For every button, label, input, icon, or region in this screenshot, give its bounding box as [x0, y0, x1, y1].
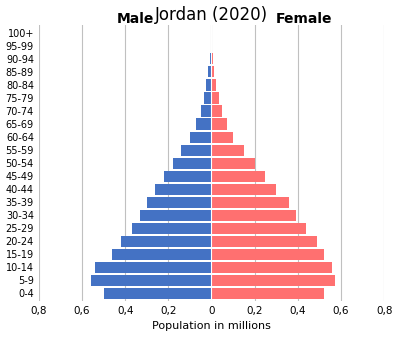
Bar — [211, 196, 289, 208]
Bar — [95, 262, 211, 273]
Bar — [211, 236, 317, 247]
Bar — [196, 119, 211, 129]
Bar — [147, 196, 211, 208]
Title: Jordan (2020): Jordan (2020) — [155, 5, 268, 24]
Bar — [211, 249, 324, 260]
Bar — [211, 131, 233, 143]
Bar — [211, 119, 226, 129]
Bar — [211, 66, 214, 78]
Bar — [204, 92, 211, 103]
Bar — [211, 40, 213, 52]
Bar — [201, 105, 211, 117]
Bar — [211, 288, 324, 299]
Bar — [211, 105, 222, 117]
Text: Female: Female — [276, 12, 333, 26]
X-axis label: Population in millions: Population in millions — [152, 321, 271, 332]
Bar — [140, 210, 211, 221]
Bar — [211, 184, 276, 195]
Bar — [112, 249, 211, 260]
Bar — [91, 275, 211, 286]
Bar — [211, 27, 212, 38]
Bar — [210, 54, 211, 64]
Bar — [190, 131, 211, 143]
Bar — [155, 184, 211, 195]
Bar — [181, 145, 211, 156]
Bar — [211, 157, 255, 168]
Bar — [211, 262, 332, 273]
Bar — [173, 157, 211, 168]
Bar — [121, 236, 211, 247]
Bar — [211, 210, 296, 221]
Bar — [211, 54, 213, 64]
Bar — [211, 171, 265, 182]
Bar — [103, 288, 211, 299]
Bar — [132, 223, 211, 234]
Bar — [211, 92, 219, 103]
Bar — [211, 145, 244, 156]
Bar — [211, 275, 335, 286]
Bar — [208, 66, 211, 78]
Bar — [206, 80, 211, 91]
Text: Male: Male — [117, 12, 155, 26]
Bar — [164, 171, 211, 182]
Bar — [211, 80, 217, 91]
Bar — [211, 223, 306, 234]
